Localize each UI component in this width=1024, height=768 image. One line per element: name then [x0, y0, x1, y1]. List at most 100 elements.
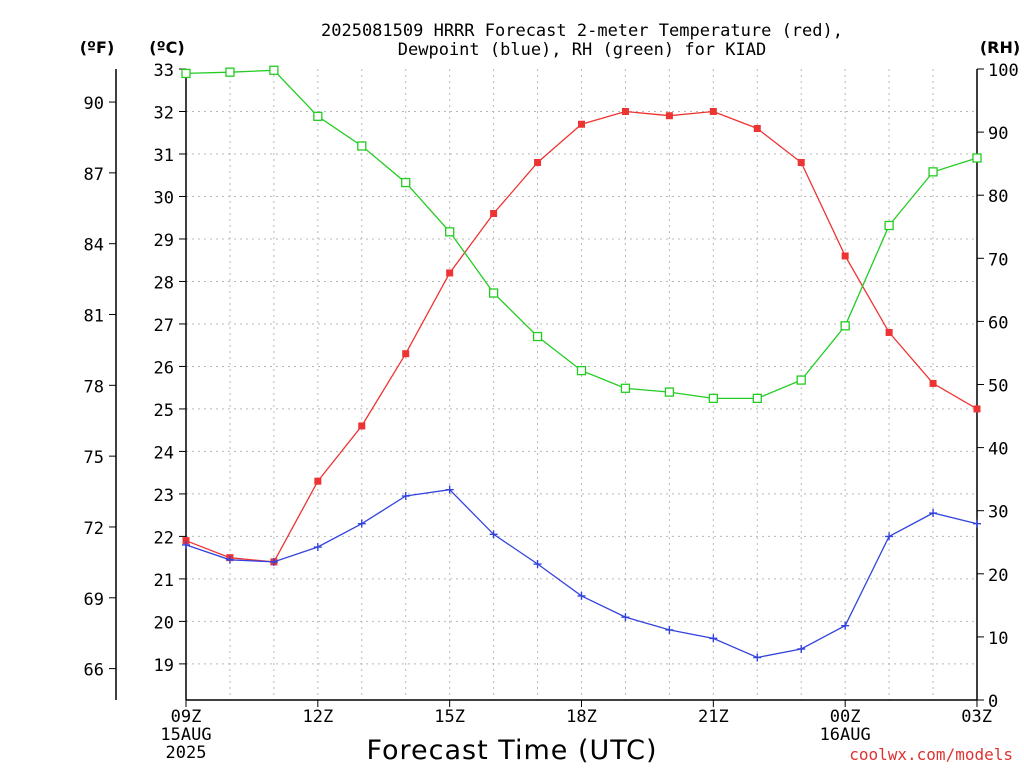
fahrenheit-tick-label: 75	[84, 448, 104, 468]
rh-point	[532, 331, 543, 342]
rh-point	[576, 365, 587, 376]
chart-title-line-1: 2025081509 HRRR Forecast 2-meter Tempera…	[321, 21, 843, 41]
temperature-point	[314, 477, 322, 485]
celsius-tick-label: 23	[154, 486, 174, 506]
rh-point	[972, 153, 982, 163]
celsius-tick-label: 31	[154, 146, 174, 166]
dewpoint-point	[621, 613, 630, 622]
celsius-tick-label: 29	[154, 231, 174, 251]
dewpoint-point	[313, 543, 322, 552]
dewpoint-point	[445, 485, 454, 494]
dewpoint-point	[973, 519, 981, 528]
rh-point	[884, 220, 894, 231]
grid-lines	[186, 69, 977, 700]
celsius-tick-label: 26	[154, 358, 174, 378]
temperature-point	[578, 120, 585, 128]
dewpoint-point	[753, 653, 762, 662]
celsius-tick-label: 25	[154, 401, 174, 421]
temperature-point	[490, 209, 498, 217]
rh-point	[840, 321, 850, 331]
rh-tick-label: 20	[988, 566, 1008, 586]
dewpoint-series	[182, 485, 981, 662]
rh-point	[269, 65, 279, 75]
rh-point	[620, 383, 631, 393]
fahrenheit-tick-label: 90	[84, 94, 104, 114]
rh-tick-label: 80	[988, 187, 1008, 207]
fahrenheit-tick-label: 78	[84, 377, 104, 397]
rh-point	[664, 387, 675, 397]
temperature-point	[753, 124, 761, 132]
x-tick-label: 12Z	[302, 707, 333, 727]
dewpoint-point	[182, 540, 190, 549]
x-tick-label: 15Z	[434, 707, 465, 727]
rh-point	[181, 68, 191, 79]
x-date-label: 16AUG	[820, 725, 871, 745]
celsius-tick-label: 19	[154, 656, 174, 676]
axes	[109, 68, 984, 707]
x-tick-label: 09Z	[171, 707, 202, 727]
celsius-tick-label: 27	[154, 316, 174, 336]
fahrenheit-axis-unit: (ºF)	[80, 38, 115, 57]
rh-tick-label: 70	[988, 250, 1008, 270]
dewpoint-point	[797, 645, 806, 654]
fahrenheit-tick-label: 87	[84, 165, 104, 185]
celsius-tick-label: 20	[154, 613, 174, 633]
dewpoint-point	[269, 557, 278, 566]
dewpoint-point	[929, 509, 938, 518]
tick-labels: 19 20 21 22 23 24 25 26 27 28 29 30 31 32 33 66 69 72 75 78…	[84, 61, 1019, 763]
celsius-axis-unit: (ºC)	[149, 38, 184, 57]
rh-point	[752, 393, 762, 404]
rh-line	[185, 69, 978, 400]
rh-point	[708, 393, 718, 404]
celsius-tick-label: 21	[154, 571, 174, 591]
celsius-tick-label: 28	[154, 273, 174, 293]
rh-tick-label: 30	[988, 503, 1008, 523]
fahrenheit-tick-label: 69	[84, 590, 104, 610]
temperature-point	[402, 350, 410, 358]
temperature-point	[446, 269, 454, 277]
celsius-tick-label: 30	[154, 188, 174, 208]
rh-tick-label: 50	[988, 377, 1008, 397]
rh-point	[796, 375, 806, 385]
x-date-label: 15AUG	[160, 725, 211, 745]
temperature-point	[929, 379, 937, 387]
x-tick-label: 03Z	[961, 707, 992, 727]
fahrenheit-tick-label: 72	[84, 519, 104, 539]
fahrenheit-tick-label: 66	[84, 661, 104, 681]
data-series	[181, 65, 982, 662]
rh-point	[928, 167, 938, 177]
rh-point	[445, 227, 455, 237]
fahrenheit-tick-label: 81	[84, 307, 104, 327]
rh-tick-label: 10	[988, 629, 1008, 649]
rh-point	[357, 141, 367, 151]
temperature-point	[534, 158, 542, 166]
temperature-point	[358, 422, 366, 430]
rh-tick-label: 40	[988, 440, 1008, 460]
source-credit: coolwx.com/models	[849, 745, 1013, 764]
rh-tick-label: 100	[988, 61, 1019, 81]
dewpoint-point	[533, 560, 542, 569]
dewpoint-point	[665, 625, 674, 634]
rh-axis-unit: (RH)	[980, 38, 1020, 57]
dewpoint-point	[577, 591, 586, 600]
rh-series	[181, 65, 982, 404]
temperature-point	[182, 537, 190, 545]
x-year-label: 2025	[166, 743, 207, 763]
rh-point	[313, 111, 323, 121]
dewpoint-point	[489, 530, 498, 539]
dewpoint-point	[401, 492, 410, 501]
celsius-tick-label: 32	[154, 103, 174, 123]
dewpoint-point	[225, 555, 234, 564]
x-axis-label: Forecast Time (UTC)	[366, 735, 657, 766]
x-tick-label: 00Z	[830, 707, 861, 727]
temperature-point	[973, 405, 981, 413]
rh-tick-label: 90	[988, 124, 1008, 144]
dewpoint-point	[357, 519, 366, 528]
dewpoint-point	[709, 634, 718, 643]
rh-point	[225, 67, 235, 77]
temperature-point	[665, 112, 673, 120]
x-tick-label: 21Z	[698, 707, 729, 727]
chart-title-line-2: Dewpoint (blue), RH (green) for KIAD	[398, 40, 766, 60]
